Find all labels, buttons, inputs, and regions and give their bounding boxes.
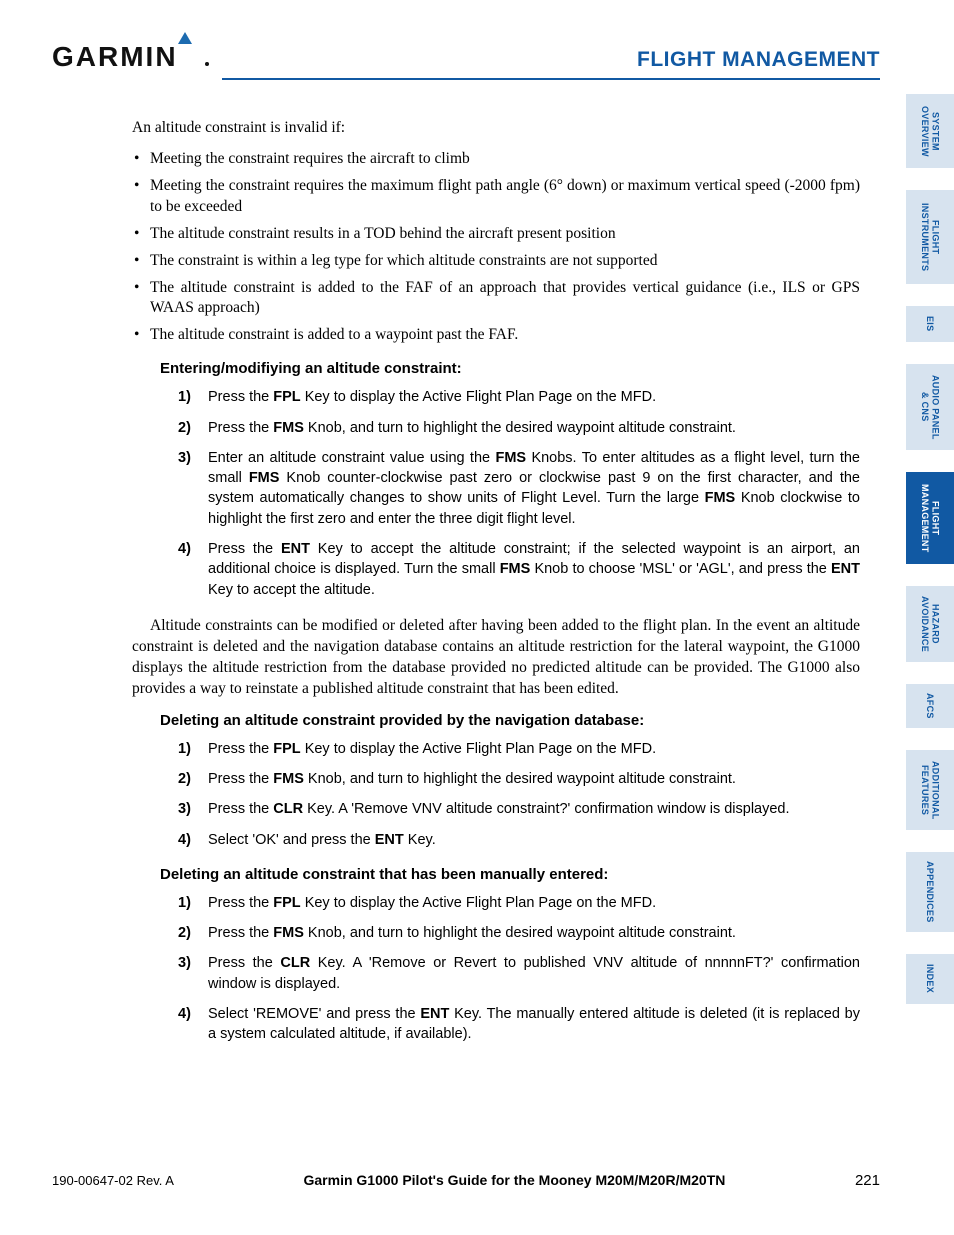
side-tabs: SYSTEM OVERVIEW FLIGHT INSTRUMENTS EIS AUDI… <box>906 94 954 1004</box>
step-item: Select 'REMOVE' and press the ENT Key. T… <box>178 1004 860 1045</box>
svg-text:GARMIN: GARMIN <box>52 41 178 72</box>
bullet-item: Meeting the constraint requires the airc… <box>132 149 860 170</box>
proc2-heading: Deleting an altitude constraint provided… <box>160 712 860 729</box>
invalid-list: Meeting the constraint requires the airc… <box>132 149 860 346</box>
bullet-item: Meeting the constraint requires the maxi… <box>132 176 860 218</box>
step-item: Press the ENT Key to accept the altitude… <box>178 539 860 600</box>
bullet-item: The altitude constraint is added to the … <box>132 278 860 320</box>
brand-logo: GARMIN <box>52 32 217 72</box>
step-item: Press the FMS Knob, and turn to highligh… <box>178 923 860 943</box>
proc1-heading: Entering/modifiying an altitude constrai… <box>160 360 860 377</box>
bullet-item: The altitude constraint results in a TOD… <box>132 224 860 245</box>
mid-para: Altitude constraints can be modified or … <box>132 616 860 700</box>
side-tab[interactable]: ADDITIONAL FEATURES <box>906 750 954 830</box>
side-tab[interactable]: APPENDICES <box>906 852 954 932</box>
step-item: Press the FMS Knob, and turn to highligh… <box>178 418 860 438</box>
side-tab[interactable]: EIS <box>906 306 954 342</box>
page-number: 221 <box>855 1172 880 1189</box>
side-tab-label: INDEX <box>925 954 935 1003</box>
bullet-item: The constraint is within a leg type for … <box>132 251 860 272</box>
proc3-heading: Deleting an altitude constraint that has… <box>160 866 860 883</box>
section-title: FLIGHT MANAGEMENT <box>637 48 880 72</box>
side-tab[interactable]: FLIGHT INSTRUMENTS <box>906 190 954 284</box>
proc1-steps: Press the FPL Key to display the Active … <box>178 387 860 600</box>
side-tab-label: FLIGHT MANAGEMENT <box>920 474 941 563</box>
step-item: Enter an altitude constraint value using… <box>178 448 860 529</box>
garmin-logo-icon: GARMIN <box>52 32 217 72</box>
body-text: An altitude constraint is invalid if: Me… <box>52 118 880 1045</box>
step-item: Press the CLR Key. A 'Remove or Revert t… <box>178 953 860 994</box>
page-content: GARMIN FLIGHT MANAGEMENT An altitude con… <box>0 0 890 1235</box>
intro-para: An altitude constraint is invalid if: <box>132 118 860 139</box>
header-rule <box>222 78 880 80</box>
side-tab[interactable]: SYSTEM OVERVIEW <box>906 94 954 168</box>
proc3-steps: Press the FPL Key to display the Active … <box>178 893 860 1045</box>
bullet-item: The altitude constraint is added to a wa… <box>132 325 860 346</box>
side-tab-label: ADDITIONAL FEATURES <box>920 751 941 830</box>
side-tab-label: APPENDICES <box>925 851 935 933</box>
proc2-steps: Press the FPL Key to display the Active … <box>178 739 860 850</box>
side-tab-label: FLIGHT INSTRUMENTS <box>920 193 941 281</box>
doc-rev: 190-00647-02 Rev. A <box>52 1173 174 1188</box>
header: GARMIN FLIGHT MANAGEMENT <box>52 32 880 72</box>
step-item: Press the FMS Knob, and turn to highligh… <box>178 769 860 789</box>
side-tab[interactable]: FLIGHT MANAGEMENT <box>906 472 954 564</box>
step-item: Press the FPL Key to display the Active … <box>178 739 860 759</box>
step-item: Press the FPL Key to display the Active … <box>178 893 860 913</box>
page-footer: 190-00647-02 Rev. A Garmin G1000 Pilot's… <box>52 1172 880 1189</box>
side-tab-label: AFCS <box>925 683 935 729</box>
step-item: Press the CLR Key. A 'Remove VNV altitud… <box>178 799 860 819</box>
doc-title: Garmin G1000 Pilot's Guide for the Moone… <box>304 1172 726 1188</box>
side-tab-label: HAZARD AVOIDANCE <box>920 586 941 662</box>
side-tab[interactable]: AFCS <box>906 684 954 728</box>
side-tab[interactable]: INDEX <box>906 954 954 1004</box>
side-tab-label: AUDIO PANEL & CNS <box>920 365 941 450</box>
step-item: Press the FPL Key to display the Active … <box>178 387 860 407</box>
step-item: Select 'OK' and press the ENT Key. <box>178 830 860 850</box>
side-tab[interactable]: AUDIO PANEL & CNS <box>906 364 954 450</box>
side-tab-label: SYSTEM OVERVIEW <box>920 96 941 167</box>
side-tab[interactable]: HAZARD AVOIDANCE <box>906 586 954 662</box>
side-tab-label: EIS <box>925 306 935 341</box>
